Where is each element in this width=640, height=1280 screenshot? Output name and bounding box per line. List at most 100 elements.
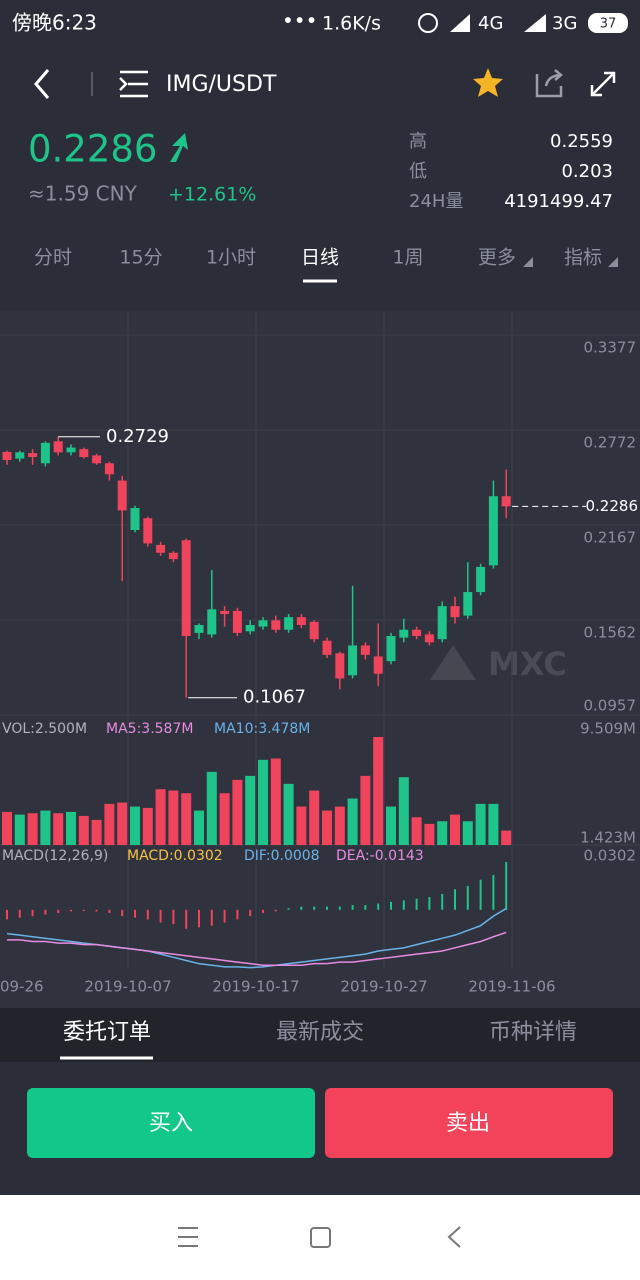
volume-bar xyxy=(462,821,473,845)
tab-dropdown-icons xyxy=(523,257,618,267)
candle-body xyxy=(335,653,345,679)
fullscreen-button[interactable] xyxy=(590,71,616,97)
period-tab: 15分 xyxy=(119,247,162,269)
volume-bar xyxy=(322,810,332,845)
volume-bar xyxy=(450,814,460,845)
candle-body xyxy=(501,496,511,507)
candle-body xyxy=(309,621,319,640)
change-pct: +12.61% xyxy=(168,184,256,206)
macd-line xyxy=(7,931,507,966)
candle-body xyxy=(258,620,268,627)
volume-bar xyxy=(181,793,192,845)
indicator-legend: MA10:3.478M xyxy=(214,721,310,737)
price-tick-label: 0.2167 xyxy=(584,529,637,547)
status-net2: 3G xyxy=(552,13,577,34)
volume-bar xyxy=(283,783,294,845)
candle-body xyxy=(424,634,434,643)
candle-body xyxy=(130,508,140,531)
favorite-button[interactable] xyxy=(473,68,503,97)
indicator-legend: MA5:3.587M xyxy=(106,721,193,737)
bottom-tab: 委托订单 xyxy=(63,1020,151,1045)
volume-bar xyxy=(258,759,268,845)
date-label: 2019-10-27 xyxy=(340,978,427,996)
candle-body xyxy=(322,640,332,655)
volume-bar xyxy=(2,811,12,845)
bottom-tabs-bg xyxy=(0,1008,640,1062)
candle-body xyxy=(117,480,127,511)
nav-menu[interactable] xyxy=(178,1227,198,1247)
candle-body xyxy=(360,645,370,655)
candle-body xyxy=(220,610,230,615)
volume-bar xyxy=(437,821,448,845)
volume-bar xyxy=(142,807,153,845)
volume-bar xyxy=(155,789,166,845)
candle-body xyxy=(143,518,153,544)
volume-bar xyxy=(424,823,435,845)
status-speed: 1.6K/s xyxy=(322,13,381,35)
candle-body xyxy=(412,629,422,637)
candle-body xyxy=(15,452,25,459)
candle-body xyxy=(373,656,383,674)
stat-label: 24H量 xyxy=(409,191,463,212)
price-tick-label: 0.1562 xyxy=(584,624,637,642)
max-label: 0.2729 xyxy=(106,426,169,447)
share-button[interactable] xyxy=(535,69,563,98)
buy-button[interactable] xyxy=(27,1088,315,1158)
volume-bar xyxy=(398,777,409,845)
period-tab: 1小时 xyxy=(206,247,256,269)
pair-title: IMG/USDT xyxy=(166,72,277,97)
volume-bar xyxy=(27,813,38,845)
candle-body xyxy=(181,540,191,637)
status-net1: 4G xyxy=(478,13,503,34)
indicator-legend: MACD:0.0302 xyxy=(127,848,223,864)
volume-bar xyxy=(206,771,217,845)
buy-label: 买入 xyxy=(149,1111,193,1136)
candle-body xyxy=(476,566,486,593)
nav-home[interactable] xyxy=(310,1227,331,1248)
volume-bar xyxy=(40,810,51,845)
volume-bar xyxy=(194,810,204,845)
price-tick-label: 0.3377 xyxy=(584,339,637,357)
candle-body xyxy=(450,606,460,618)
volume-bar xyxy=(104,803,115,845)
macd-tick-label: 0.0302 xyxy=(584,847,637,865)
volume-bar xyxy=(117,802,128,845)
period-tab: 分时 xyxy=(34,247,72,269)
header-bg xyxy=(0,0,640,310)
volume-bar xyxy=(475,803,486,845)
bottom-tab: 最新成交 xyxy=(276,1020,364,1045)
back-button[interactable] xyxy=(34,69,50,99)
candle-body xyxy=(79,449,89,458)
candle-body xyxy=(53,441,63,453)
candle-body xyxy=(28,453,38,458)
volume-bar xyxy=(66,811,76,845)
sell-label: 卖出 xyxy=(446,1111,490,1136)
signal-icon xyxy=(450,14,470,32)
signal-icon xyxy=(524,14,546,32)
candle-body xyxy=(437,606,447,640)
candle-body xyxy=(194,625,204,633)
candle-body xyxy=(92,455,102,464)
volume-bar xyxy=(168,790,179,845)
stat-value: 4191499.47 xyxy=(504,191,613,212)
stat-label: 低 xyxy=(409,161,427,182)
indicator-legend: DEA:-0.0143 xyxy=(336,848,424,864)
vol-tick-label: 1.423M xyxy=(580,829,636,847)
battery-level: 37 xyxy=(600,17,617,32)
price-tick-label: 0.0957 xyxy=(584,697,637,715)
volume-bar xyxy=(130,806,140,845)
nav-back[interactable] xyxy=(447,1226,461,1248)
volume-bar xyxy=(14,814,25,845)
candle-body xyxy=(463,592,473,616)
volume-bar xyxy=(309,790,320,845)
vol-tick-label: 9.509M xyxy=(580,720,636,738)
date-label: 2019-11-06 xyxy=(468,978,555,996)
alarm-icon xyxy=(418,13,438,33)
price-tick-label: 0.2772 xyxy=(584,434,637,452)
candle-body xyxy=(2,451,12,460)
menu-button[interactable] xyxy=(119,70,148,98)
candle-body xyxy=(245,625,255,632)
sell-button[interactable] xyxy=(325,1088,613,1158)
candle-body xyxy=(488,496,498,566)
candle-body xyxy=(232,610,242,633)
